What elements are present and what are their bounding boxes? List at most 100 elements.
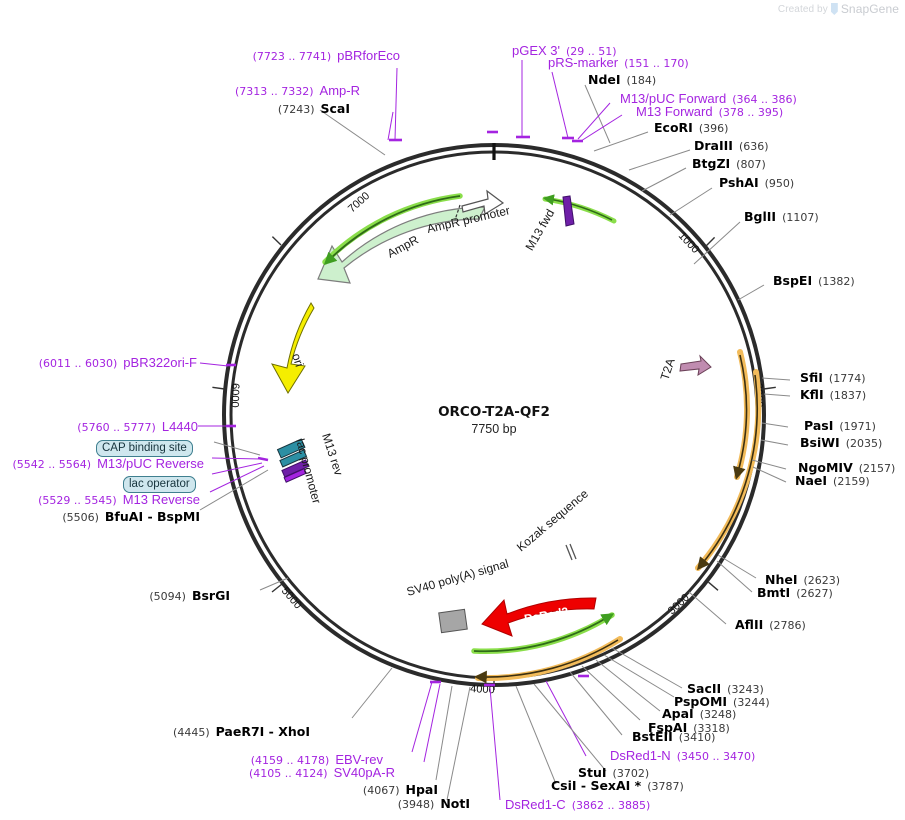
label-name: M13 Reverse [122, 492, 200, 507]
label-name: AflII [735, 617, 764, 632]
label-name: BspEI [773, 273, 813, 288]
label-amp-r[interactable]: (7313 .. 7332) Amp-R [110, 84, 360, 97]
label-btgzi[interactable]: BtgZI (807) [692, 156, 766, 171]
label-prs-marker[interactable]: pRS-marker (151 .. 170) [548, 56, 689, 69]
onmap-label-kozak: Kozak sequence [514, 486, 591, 554]
feature-dsred2[interactable] [481, 597, 597, 637]
label-name: L4440 [161, 419, 198, 434]
label-fspai[interactable]: FspAI (3318) [648, 720, 730, 735]
label-paer7i-xhoi[interactable]: (4445) PaeR7I - XhoI [173, 725, 310, 739]
label-aflii[interactable]: AflII (2786) [735, 617, 806, 632]
label-pos: (3318) [693, 722, 730, 735]
label-pos: (4067) [362, 784, 400, 797]
plasmid-size: 7750 bp [471, 422, 517, 436]
label-name: NotI [440, 796, 470, 811]
label-bsteii[interactable]: BstEII (3410) [632, 730, 715, 744]
feature-ampr-promoter[interactable] [461, 189, 505, 215]
feature-t2a[interactable] [679, 354, 712, 377]
label-ecori[interactable]: EcoRI (396) [654, 121, 728, 135]
label-noti[interactable]: (3948) NotI [320, 796, 470, 811]
label-sacii[interactable]: SacII (3243) [687, 682, 764, 696]
label-name: M13/pUC Reverse [97, 456, 204, 471]
label-sv40pa-r[interactable]: (4105 .. 4124) SV40pA-R [230, 766, 395, 779]
label-stui[interactable]: StuI (3702) [578, 765, 649, 780]
label-pos: (4445) [173, 726, 210, 739]
label-scai[interactable]: (7243) ScaI [130, 101, 351, 116]
label-pbrforeco[interactable]: (7723 .. 7741) pBRforEco [150, 49, 400, 62]
label-pgex-3prime[interactable]: pGEX 3' (29 .. 51) [512, 44, 617, 57]
label-bspei[interactable]: BspEI (1382) [773, 273, 855, 288]
feature-sv40-polya[interactable] [438, 608, 468, 634]
label-name: pBRforEco [337, 48, 400, 63]
label-name: NaeI [795, 473, 828, 488]
label-name: StuI [578, 765, 607, 780]
page-title: ORCO-T2A-QF2 [438, 404, 550, 420]
label-apai[interactable]: ApaI (3248) [662, 707, 736, 721]
label-name: M13 Forward [636, 104, 713, 119]
onmap-label-m13-fwd: M13 fwd [522, 207, 557, 253]
label-bsiwi[interactable]: BsiWI (2035) [800, 435, 882, 450]
label-name: BglII [744, 209, 777, 224]
label-pos: (5760 .. 5777) [77, 421, 156, 434]
label-dsred1-c[interactable]: DsRed1-C (3862 .. 3885) [505, 798, 650, 811]
label-m13-puc-forward[interactable]: M13/pUC Forward (364 .. 386) [620, 92, 797, 105]
label-name: BsrGI [191, 588, 230, 603]
label-pbr322ori-f[interactable]: (6011 .. 6030) pBR322ori-F [22, 356, 197, 369]
dsred2-arc [473, 613, 615, 653]
label-name: PspOMI [674, 694, 728, 709]
label-pasi[interactable]: PasI (1971) [804, 419, 876, 433]
label-hpai[interactable]: (4067) HpaI [298, 783, 438, 797]
label-pos: (1107) [782, 211, 819, 224]
label-pos: (3948) [397, 798, 435, 811]
tick-label-6000: 6000 [228, 383, 241, 408]
label-ebv-rev[interactable]: (4159 .. 4178) EBV-rev [230, 753, 383, 766]
label-m13-reverse[interactable]: (5529 .. 5545) M13 Reverse [38, 492, 200, 507]
tick-label-5000: 5000 [279, 585, 304, 611]
label-ngomiv[interactable]: NgoMIV (2157) [798, 461, 895, 475]
label-bmti[interactable]: BmtI (2627) [757, 585, 833, 600]
label-dsred1-n[interactable]: DsRed1-N (3450 .. 3470) [610, 749, 755, 762]
label-csii-sexai[interactable]: CsiI - SexAI * (3787) [551, 779, 684, 793]
label-sfii[interactable]: SfiI (1774) [800, 371, 866, 385]
label-name: BmtI [757, 585, 791, 600]
label-pos: (7313 .. 7332) [234, 85, 314, 98]
label-bsrgi[interactable]: (5094) BsrGI [80, 588, 230, 603]
onmap-label-m13-rev: M13 rev [319, 432, 346, 478]
label-name: ScaI [320, 101, 351, 116]
label-pos: (7723 .. 7741) [252, 50, 332, 63]
label-pos: (151 .. 170) [624, 57, 689, 70]
label-pos: (3862 .. 3885) [571, 799, 651, 812]
label-pspomi[interactable]: PspOMI (3244) [674, 694, 770, 709]
label-m13-forward[interactable]: M13 Forward (378 .. 395) [636, 105, 783, 118]
feature-regulatory-cluster[interactable] [276, 438, 310, 483]
label-m13-puc-reverse[interactable]: (5542 .. 5564) M13/pUC Reverse [13, 456, 205, 471]
label-bglii[interactable]: BglII (1107) [744, 209, 819, 224]
label-name: PshAI [719, 175, 759, 190]
feature-kozak[interactable] [565, 543, 577, 561]
label-name: lac operator [123, 476, 196, 493]
label-lac-operator-box[interactable]: lac operator [123, 474, 196, 493]
label-naei[interactable]: NaeI (2159) [795, 473, 870, 488]
label-ndei[interactable]: NdeI (184) [588, 73, 657, 87]
feature-m13-fwd[interactable] [562, 195, 575, 227]
label-name: BtgZI [692, 156, 731, 171]
label-pos: (7243) [277, 103, 315, 116]
label-nhei[interactable]: NheI (2623) [765, 573, 840, 587]
label-kfli[interactable]: KflI (1837) [800, 388, 867, 402]
label-l4440[interactable]: (5760 .. 5777) L4440 [48, 420, 198, 433]
label-pos: (184) [626, 74, 657, 87]
label-pshai[interactable]: PshAI (950) [719, 175, 794, 190]
label-pos: (364 .. 386) [732, 93, 797, 106]
feature-ori[interactable] [270, 302, 315, 394]
label-bfuai-bspmi[interactable]: (5506) BfuAI - BspMI [40, 510, 200, 524]
label-pos: (3243) [727, 683, 764, 696]
label-name: FspAI [648, 720, 688, 735]
label-name: BsiWI [800, 435, 840, 450]
label-pos: (1837) [829, 389, 867, 402]
feature-ampr[interactable] [317, 189, 505, 284]
bottom-orange-arc [474, 639, 619, 684]
label-cap-binding-site-box[interactable]: CAP binding site [96, 438, 193, 457]
label-draiii[interactable]: DraIII (636) [694, 139, 769, 153]
label-pos: (4105 .. 4124) [249, 767, 328, 780]
